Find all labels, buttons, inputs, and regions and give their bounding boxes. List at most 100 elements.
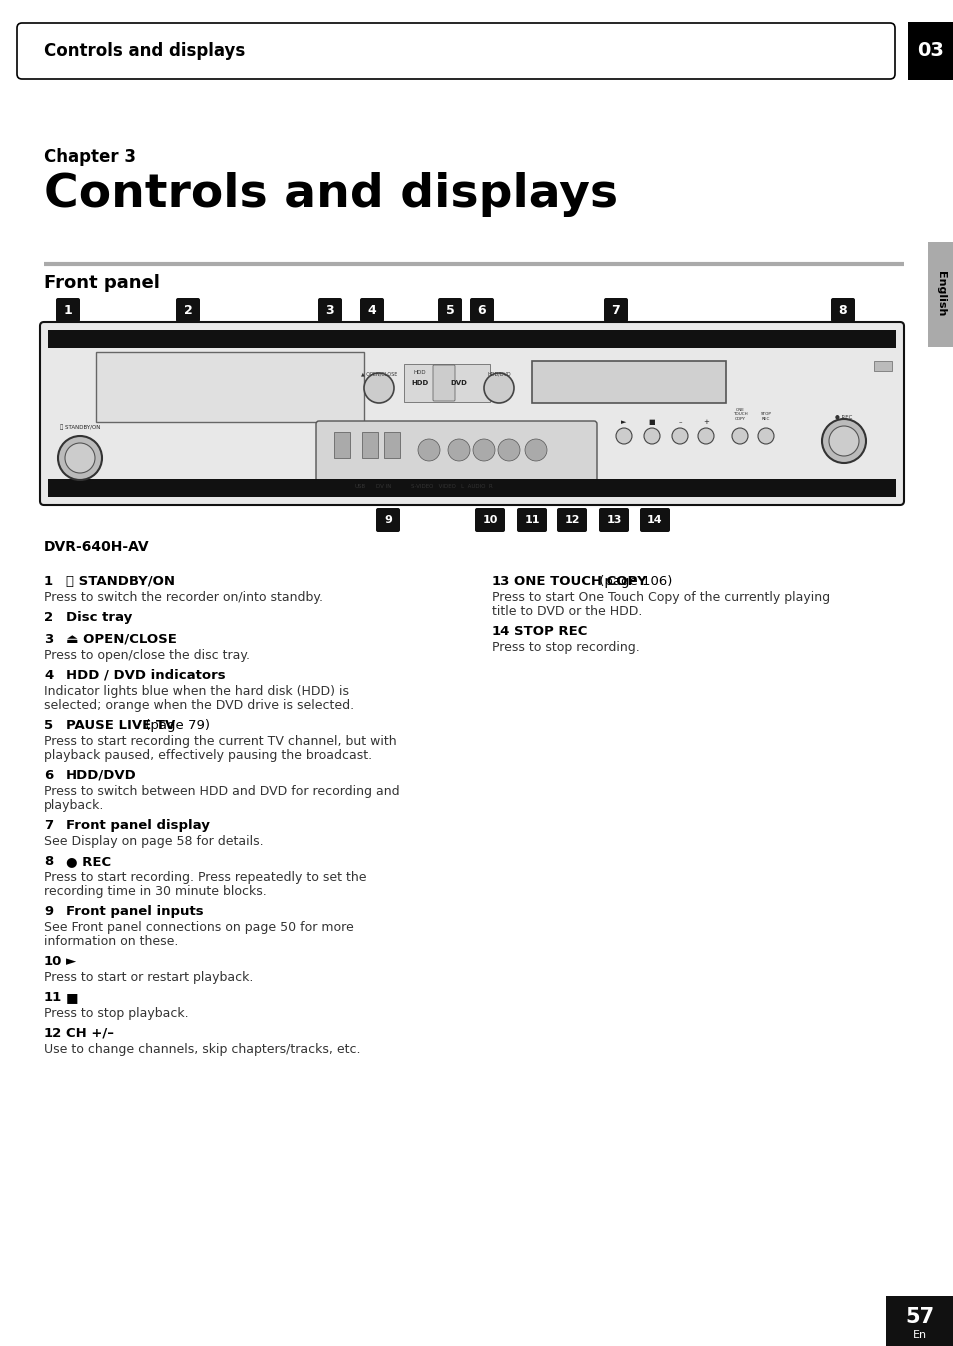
Circle shape [616, 428, 631, 444]
Bar [532, 361, 725, 402]
Circle shape [731, 428, 747, 444]
Bar [48, 479, 895, 497]
Text: ● REC: ● REC [835, 415, 852, 419]
Circle shape [643, 428, 659, 444]
Circle shape [671, 428, 687, 444]
Text: See Front panel connections on page 50 for more: See Front panel connections on page 50 f… [44, 921, 354, 934]
Text: 11: 11 [44, 991, 62, 1004]
FancyBboxPatch shape [470, 297, 494, 322]
Bar [384, 432, 399, 458]
FancyBboxPatch shape [17, 23, 894, 79]
Text: STOP
REC: STOP REC [760, 412, 771, 421]
Circle shape [65, 443, 95, 472]
Text: Front panel inputs: Front panel inputs [66, 905, 203, 918]
Text: En: En [912, 1330, 926, 1341]
Text: English: English [935, 272, 945, 316]
Text: Press to switch between HDD and DVD for recording and: Press to switch between HDD and DVD for … [44, 785, 399, 798]
Text: 14: 14 [492, 625, 510, 638]
Text: 10: 10 [482, 516, 497, 525]
Text: +: + [702, 419, 708, 425]
Text: 4: 4 [367, 303, 376, 316]
Text: Front panel: Front panel [44, 275, 160, 292]
Text: Press to start or restart playback.: Press to start or restart playback. [44, 970, 253, 984]
Text: playback.: playback. [44, 800, 104, 812]
FancyBboxPatch shape [437, 297, 461, 322]
Circle shape [524, 439, 546, 460]
Text: 13: 13 [606, 516, 621, 525]
Text: recording time in 30 minute blocks.: recording time in 30 minute blocks. [44, 886, 267, 898]
Text: ⏻ STANDBY/ON: ⏻ STANDBY/ON [66, 575, 174, 588]
Text: 1: 1 [44, 575, 53, 588]
Text: ▲ OPEN/CLOSE: ▲ OPEN/CLOSE [360, 371, 396, 376]
FancyBboxPatch shape [40, 322, 903, 505]
Text: selected; orange when the DVD drive is selected.: selected; orange when the DVD drive is s… [44, 699, 354, 712]
FancyBboxPatch shape [603, 297, 627, 322]
FancyBboxPatch shape [175, 297, 200, 322]
Bar [873, 361, 891, 371]
Circle shape [698, 428, 713, 444]
Text: 9: 9 [384, 516, 392, 525]
Text: information on these.: information on these. [44, 935, 178, 948]
Text: HDD/DVD: HDD/DVD [66, 769, 136, 782]
Text: Press to open/close the disc tray.: Press to open/close the disc tray. [44, 649, 250, 662]
Text: Indicator lights blue when the hard disk (HDD) is: Indicator lights blue when the hard disk… [44, 685, 349, 699]
FancyBboxPatch shape [557, 507, 586, 532]
Text: HDD/DVD: HDD/DVD [487, 371, 510, 376]
Text: 8: 8 [838, 303, 846, 316]
Text: 2: 2 [183, 303, 193, 316]
Text: HDD / DVD indicators: HDD / DVD indicators [66, 669, 226, 682]
Text: Chapter 3: Chapter 3 [44, 148, 136, 166]
Text: Press to start recording. Press repeatedly to set the: Press to start recording. Press repeated… [44, 871, 366, 884]
Text: Press to start recording the current TV channel, but with: Press to start recording the current TV … [44, 735, 396, 748]
FancyBboxPatch shape [598, 507, 628, 532]
Text: Press to stop playback.: Press to stop playback. [44, 1007, 189, 1020]
FancyBboxPatch shape [475, 507, 504, 532]
FancyBboxPatch shape [375, 507, 399, 532]
Text: HDD: HDD [414, 370, 426, 376]
Text: title to DVD or the HDD.: title to DVD or the HDD. [492, 604, 641, 618]
Text: ⏏ OPEN/CLOSE: ⏏ OPEN/CLOSE [66, 633, 176, 646]
Text: 3: 3 [325, 303, 334, 316]
Text: 7: 7 [611, 303, 619, 316]
Circle shape [58, 436, 102, 481]
Circle shape [497, 439, 519, 460]
Text: 6: 6 [477, 303, 486, 316]
Text: ONE
TOUCH
COPY: ONE TOUCH COPY [732, 408, 746, 421]
Text: 5: 5 [44, 719, 53, 732]
FancyBboxPatch shape [639, 507, 669, 532]
Text: 13: 13 [492, 575, 510, 588]
Text: (page 106): (page 106) [595, 575, 672, 588]
Text: USB: USB [355, 485, 365, 489]
Text: Use to change channels, skip chapters/tracks, etc.: Use to change channels, skip chapters/tr… [44, 1043, 360, 1057]
Text: 8: 8 [44, 855, 53, 868]
Text: DVD: DVD [450, 380, 467, 386]
Text: 5: 5 [445, 303, 454, 316]
Text: Press to start One Touch Copy of the currently playing: Press to start One Touch Copy of the cur… [492, 591, 829, 604]
Bar [48, 330, 895, 349]
Text: 1: 1 [64, 303, 72, 316]
Bar [907, 22, 953, 79]
Text: DVR-640H-AV: DVR-640H-AV [44, 540, 150, 555]
Text: 57: 57 [904, 1307, 934, 1327]
Text: (page 79): (page 79) [141, 719, 211, 732]
FancyBboxPatch shape [56, 297, 80, 322]
Bar [885, 1296, 953, 1346]
Text: 12: 12 [44, 1027, 62, 1040]
Circle shape [483, 373, 514, 402]
Bar [927, 242, 953, 347]
Text: 2: 2 [44, 611, 53, 625]
Text: Disc tray: Disc tray [66, 611, 132, 625]
FancyBboxPatch shape [433, 365, 455, 401]
Text: ONE TOUCH COPY: ONE TOUCH COPY [514, 575, 646, 588]
Text: See Display on page 58 for details.: See Display on page 58 for details. [44, 835, 263, 848]
Text: 12: 12 [563, 516, 579, 525]
Text: 03: 03 [917, 42, 943, 61]
Circle shape [473, 439, 495, 460]
Circle shape [364, 373, 394, 402]
Text: Press to switch the recorder on/into standby.: Press to switch the recorder on/into sta… [44, 591, 323, 604]
Text: 4: 4 [44, 669, 53, 682]
Circle shape [828, 425, 858, 456]
FancyBboxPatch shape [830, 297, 854, 322]
Text: ►: ► [620, 419, 626, 425]
Text: 14: 14 [646, 516, 662, 525]
